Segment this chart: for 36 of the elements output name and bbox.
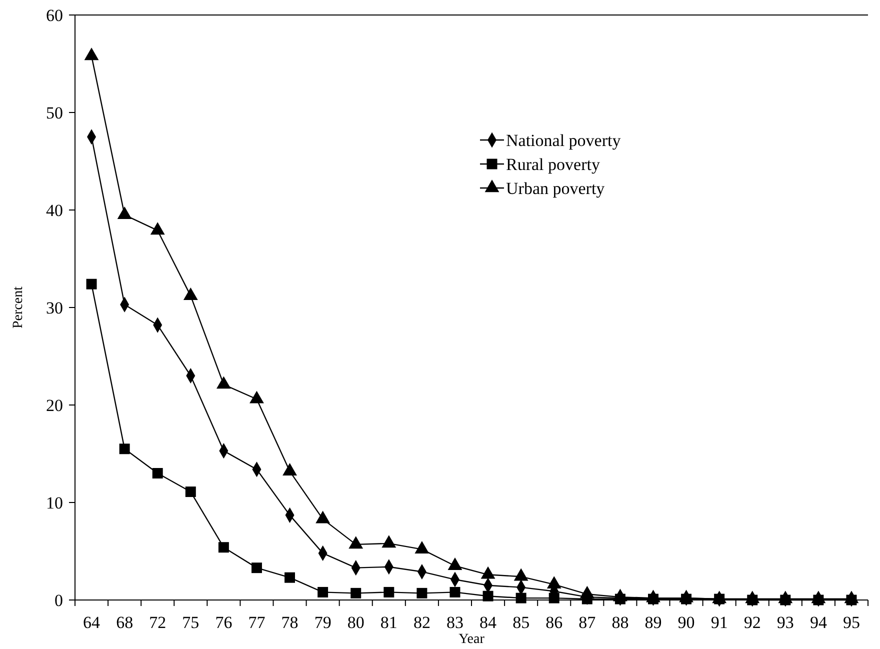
y-tick-label: 30 <box>46 298 63 318</box>
x-tick-label: 64 <box>83 613 101 632</box>
y-tick-label: 40 <box>46 200 63 220</box>
x-tick-label: 91 <box>710 613 728 632</box>
y-tick-label: 60 <box>46 6 63 25</box>
x-tick-label: 89 <box>644 613 662 632</box>
x-tick-label: 68 <box>116 613 134 632</box>
x-tick-label: 72 <box>149 613 166 632</box>
x-tick-label: 94 <box>810 613 828 632</box>
x-tick-label: 87 <box>578 613 596 632</box>
x-tick-label: 76 <box>215 613 232 632</box>
y-tick-label: 50 <box>46 103 63 122</box>
x-tick-label: 93 <box>776 613 794 632</box>
x-tick-label: 81 <box>380 613 398 632</box>
x-tick-label: 77 <box>248 613 266 632</box>
x-axis-title: Year <box>458 632 485 647</box>
x-tick-label: 80 <box>347 613 364 632</box>
x-tick-label: 90 <box>678 613 695 632</box>
y-tick-label: 20 <box>46 396 63 415</box>
y-tick-label: 0 <box>54 590 63 610</box>
x-tick-label: 86 <box>546 613 563 632</box>
x-tick-label: 84 <box>480 613 498 632</box>
x-tick-label: 88 <box>612 613 629 632</box>
x-tick-label: 83 <box>446 613 464 632</box>
legend-label: Rural poverty <box>506 154 600 174</box>
x-tick-label: 78 <box>281 613 298 632</box>
y-tick-label: 10 <box>46 493 63 512</box>
y-axis-title: Percent <box>11 286 26 328</box>
x-tick-label: 79 <box>314 613 332 632</box>
x-tick-label: 82 <box>413 613 430 632</box>
legend-label: Urban poverty <box>506 178 606 198</box>
x-tick-label: 75 <box>182 613 200 632</box>
x-tick-label: 85 <box>512 613 530 632</box>
legend-label: National poverty <box>506 130 622 150</box>
x-tick-label: 92 <box>744 613 761 632</box>
x-tick-label: 95 <box>842 613 860 632</box>
